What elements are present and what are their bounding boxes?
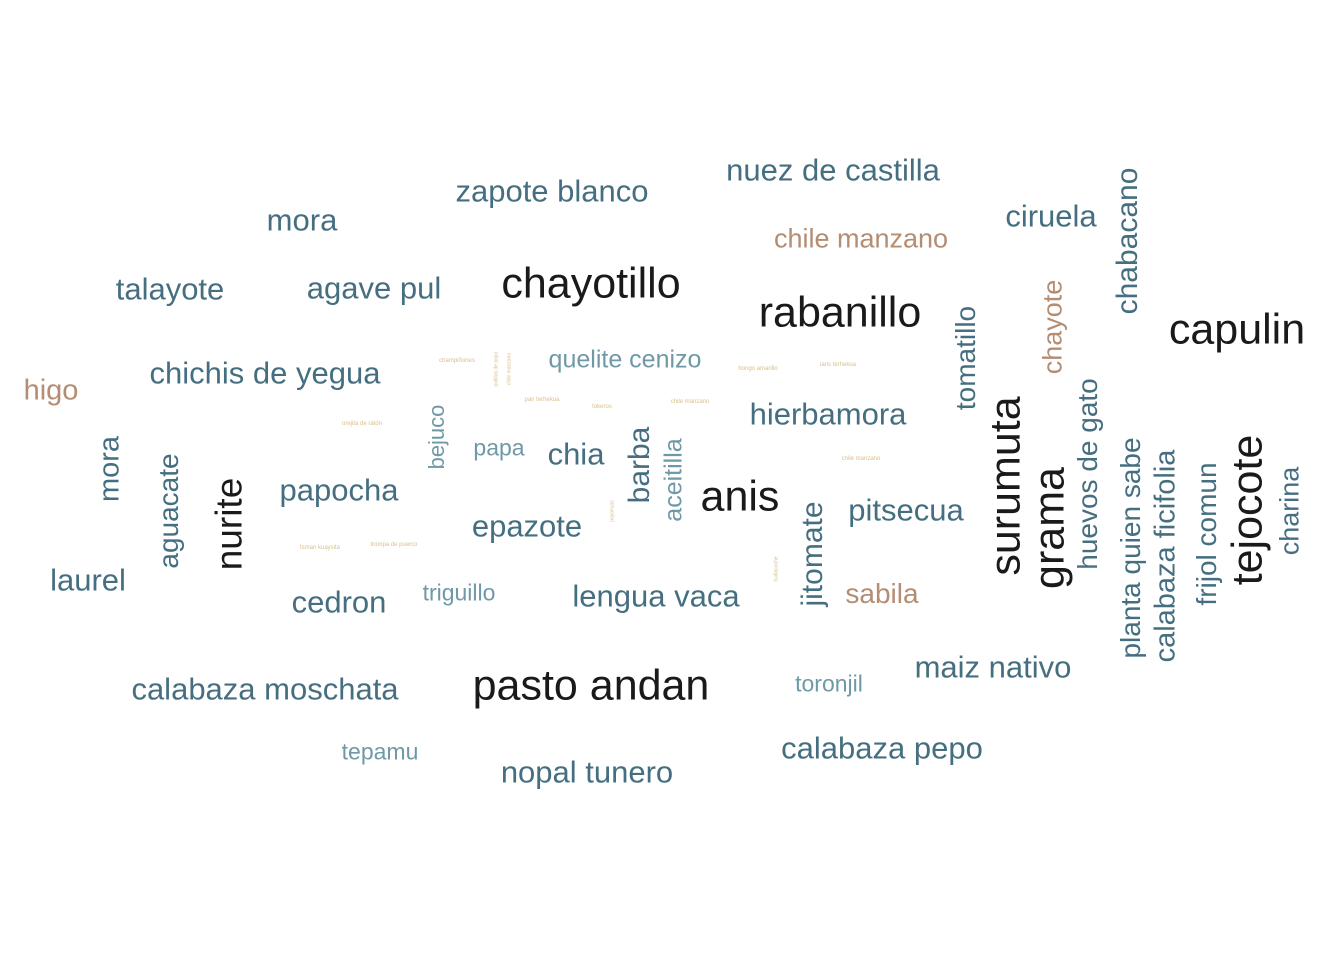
word-frijol-comun: frijol comun [1191,462,1222,606]
word-higo: higo [23,374,79,407]
word-pan-terhekua: pan terhekua [524,397,560,403]
word-nuez-de-castilla: nuez de castilla [726,152,940,188]
word-chichis-de-yegua: chichis de yegua [149,355,381,391]
word-hierbamora: hierbamora [749,396,907,432]
word-nopal-tunero: nopal tunero [500,754,674,790]
word-hongo-amarillo: hongo amarillo [738,366,778,372]
word-tejocote: tejocote [1223,434,1272,586]
word-anis: anis [700,472,780,521]
word-barba: barba [623,426,656,504]
word-huitlacoche: huitlacoche [773,556,780,582]
word-chile-manzano: chile manzano [841,456,881,462]
word-grama: grama [1025,467,1074,589]
word-pitsecua: pitsecua [848,492,964,528]
word-calabaza-moschata: calabaza moschata [131,671,399,707]
word-pollitos-de-pojor: pollitos de pojor [493,351,500,387]
word-rabanillo: rabanillo [758,288,922,337]
word-calabaza-ficifolia: calabaza ficifolia [1149,449,1182,663]
word-champiñones: champiñones [439,358,475,364]
word-maiz-nativo: maiz nativo [914,649,1072,685]
word-poyokuas: poyokuas [609,500,616,522]
word-pasto-andan: pasto andan [472,661,710,710]
word-bejuco: bejuco [424,404,449,470]
word-tsman-kuaysita: tsman kuaysita [299,545,341,551]
word-huevos-de-gato: huevos de gato [1072,378,1103,570]
word-planta-quien-sabe: planta quien sabe [1115,437,1146,659]
word-jitomate: jitomate [796,501,829,607]
word-aguacate: aguacate [153,453,184,569]
word-chile-manzano: chile manzano [506,352,513,386]
word-chile-manzano: chile manzano [670,399,710,405]
word-lengua-vaca: lengua vaca [572,578,740,614]
word-calabaza-pepo: calabaza pepo [781,730,983,766]
word-nurite: nurite [208,477,250,571]
word-agave-pul: agave pul [306,270,442,306]
word-orejita-de-rat-n: orejita de ratón [341,421,383,427]
word-epazote: epazote [471,508,583,544]
word-mora: mora [93,435,126,503]
word-mora: mora [266,202,338,238]
word-quelite-cenizo: quelite cenizo [548,345,702,374]
word-chabacano: chabacano [1111,167,1144,315]
word-tokeros: tokeros [592,404,612,410]
word-tomatillo: tomatillo [950,305,981,411]
word-capulin: capulin [1168,305,1306,354]
word-talayote: talayote [115,271,225,307]
word-surumuta: surumuta [981,396,1030,576]
word-chayote: chayote [1037,279,1068,375]
word-papa: papa [473,434,525,461]
word-chile-manzano: chile manzano [773,223,949,254]
word-toronjil: toronjil [795,670,863,697]
word-ciruela: ciruela [1005,198,1097,234]
word-tepamu: tepamu [341,738,419,765]
word-zapote-blanco: zapote blanco [455,173,649,209]
word-papocha: papocha [279,472,399,508]
word-aceitilla: aceitilla [659,438,688,522]
word-cedron: cedron [291,584,387,620]
word-chayotillo: chayotillo [501,259,681,308]
word-charina: charina [1274,466,1305,556]
word-sabila: sabila [845,578,919,609]
word-triguillo: triguillo [422,579,496,606]
word-chia: chia [547,436,605,472]
word-iaris-terhekua: iaris terhekua [819,362,857,368]
word-laurel: laurel [50,562,126,598]
word-trompa-de-puerco: trompa de puerco [370,542,418,548]
